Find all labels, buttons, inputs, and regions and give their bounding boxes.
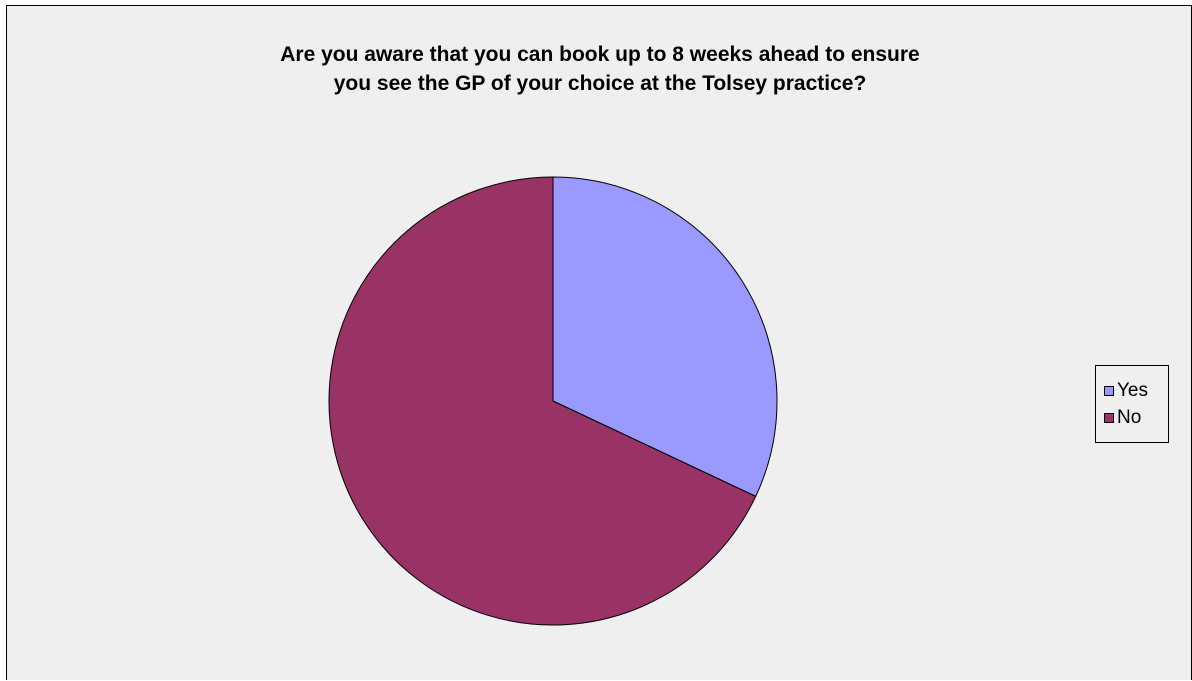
chart-title: Are you aware that you can book up to 8 … bbox=[280, 43, 920, 95]
pie-slice-no bbox=[328, 176, 757, 626]
legend-swatch-no bbox=[1104, 413, 1114, 423]
pie-slice-yes bbox=[552, 176, 778, 498]
pie-slices bbox=[328, 176, 778, 626]
legend-label-no: No bbox=[1117, 407, 1142, 428]
legend-label-yes: Yes bbox=[1117, 380, 1148, 401]
legend-item-yes: Yes bbox=[1104, 379, 1148, 403]
legend-swatch-yes bbox=[1104, 386, 1114, 396]
pie-plot bbox=[328, 176, 778, 626]
legend-item-no: No bbox=[1104, 406, 1141, 430]
chart-area: Are you aware that you can book up to 8 … bbox=[6, 5, 1192, 680]
legend: Yes No bbox=[1095, 365, 1169, 443]
